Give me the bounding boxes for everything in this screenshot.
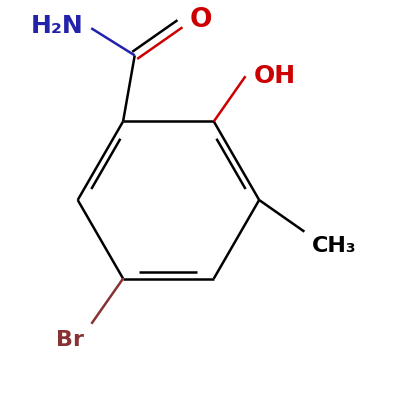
Text: OH: OH	[253, 64, 296, 88]
Text: H₂N: H₂N	[31, 14, 83, 38]
Text: CH₃: CH₃	[312, 236, 357, 256]
Text: Br: Br	[56, 330, 84, 350]
Text: O: O	[190, 7, 212, 33]
